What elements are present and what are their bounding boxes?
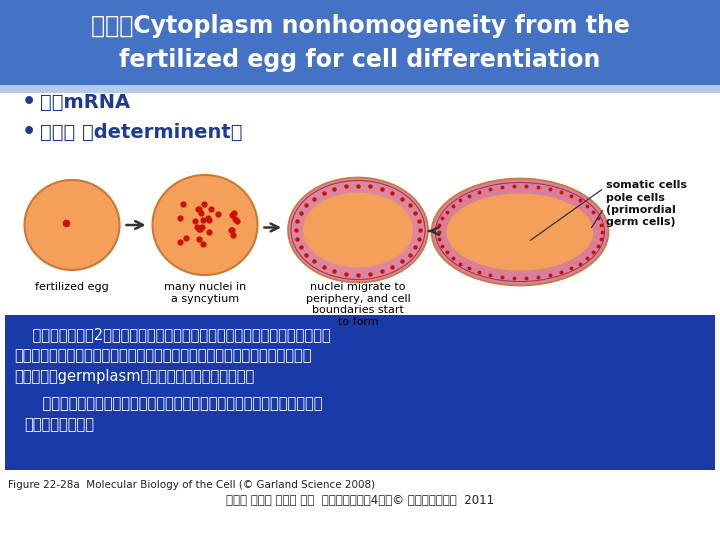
- Text: fertilized egg for cell differentiation: fertilized egg for cell differentiation: [120, 48, 600, 72]
- Text: Figure 22-28a  Molecular Biology of the Cell (© Garland Science 2008): Figure 22-28a Molecular Biology of the C…: [8, 480, 375, 490]
- Ellipse shape: [446, 193, 593, 271]
- Ellipse shape: [153, 175, 258, 275]
- Ellipse shape: [431, 179, 608, 286]
- Ellipse shape: [303, 192, 413, 267]
- Text: •: •: [22, 92, 36, 112]
- Text: 果蝇卵在受精后2小时内只进行核分裂，胞质不分裂，形成合胞体胚胎。随后: 果蝇卵在受精后2小时内只进行核分裂，胞质不分裂，形成合胞体胚胎。随后: [14, 327, 330, 342]
- Text: 种质细胞的决定子: 种质细胞的决定子: [24, 417, 94, 432]
- Ellipse shape: [24, 180, 120, 270]
- Text: 决定子 （determinent）: 决定子 （determinent）: [40, 123, 243, 141]
- Text: many nuclei in
a syncytium: many nuclei in a syncytium: [164, 282, 246, 303]
- Bar: [0, 0, 720, 85]
- Text: nuclei migrate to
periphery, and cell
boundaries start
to form: nuclei migrate to periphery, and cell bo…: [305, 282, 410, 327]
- Text: 核向卵边缘迁移，细胞的分化命运决定于核迁入不同的细胞质区域。迁入卵后: 核向卵边缘迁移，细胞的分化命运决定于核迁入不同的细胞质区域。迁入卵后: [14, 348, 312, 363]
- Bar: [0, 85, 720, 93]
- Bar: [5, 315, 715, 470]
- Text: （一）Cytoplasm nonhomogeneity from the: （一）Cytoplasm nonhomogeneity from the: [91, 14, 629, 38]
- Ellipse shape: [288, 178, 428, 282]
- Text: 翟中和 王喜忠 丁明孝 主编  细胞生物学（第4版）© 高等教育出版社  2011: 翟中和 王喜忠 丁明孝 主编 细胞生物学（第4版）© 高等教育出版社 2011: [226, 494, 494, 507]
- Text: •: •: [22, 122, 36, 142]
- Text: pole cells
(primordial
germ cells): pole cells (primordial germ cells): [606, 193, 676, 227]
- Text: somatic cells: somatic cells: [606, 180, 687, 190]
- Text: fertilized egg: fertilized egg: [35, 282, 109, 292]
- Text: 证明了果蝇卵细胞后端存在决定生殖细胞分化的细胞质成分即生殖质就是: 证明了果蝇卵细胞后端存在决定生殖细胞分化的细胞质成分即生殖质就是: [24, 396, 323, 411]
- Text: 端生殖质（germplasm）中的最终分化为生殖细胞。: 端生殖质（germplasm）中的最终分化为生殖细胞。: [14, 369, 254, 384]
- Text: 隐蔽mRNA: 隐蔽mRNA: [40, 92, 130, 111]
